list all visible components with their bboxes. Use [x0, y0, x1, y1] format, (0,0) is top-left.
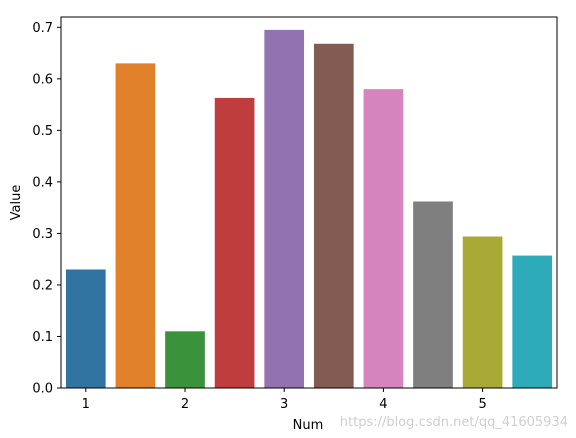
y-tick-label: 0.2 — [32, 278, 53, 293]
plot-frame — [60, 16, 558, 389]
y-tick-label: 0.3 — [32, 227, 53, 242]
watermark-text: https://blog.csdn.net/qq_41605934 — [340, 415, 568, 430]
bar-6 — [313, 43, 354, 388]
bar-2 — [115, 63, 156, 389]
bar-8 — [413, 201, 453, 388]
y-tick-label: 0.4 — [32, 175, 53, 190]
bar-4 — [214, 97, 255, 389]
y-tick-label: 0.1 — [32, 330, 53, 345]
x-tick-label: 3 — [280, 397, 288, 412]
y-axis-label: Value — [9, 185, 24, 221]
bar-10 — [512, 255, 553, 388]
y-tick-label: 0.7 — [32, 21, 53, 36]
y-tick-label: 0.6 — [32, 72, 53, 87]
y-tick-label: 0.5 — [32, 124, 53, 139]
bar-9 — [462, 236, 503, 388]
x-tick-label: 2 — [181, 397, 189, 412]
bars-group — [65, 29, 553, 389]
bar-7 — [363, 89, 404, 388]
x-tick-label: 5 — [478, 397, 486, 412]
bar-5 — [264, 29, 305, 388]
x-axis-label: Num — [293, 418, 324, 433]
x-tick-label: 4 — [379, 397, 387, 412]
bar-3 — [165, 331, 205, 388]
x-axis-ticks: 1 2 3 4 5 — [82, 388, 487, 412]
y-tick-label: 0.0 — [32, 382, 53, 397]
bar-1 — [65, 269, 106, 388]
x-tick-label: 1 — [82, 397, 90, 412]
y-axis-ticks: 0.0 0.1 0.2 0.3 0.4 0.5 0.6 0.7 — [32, 21, 61, 397]
